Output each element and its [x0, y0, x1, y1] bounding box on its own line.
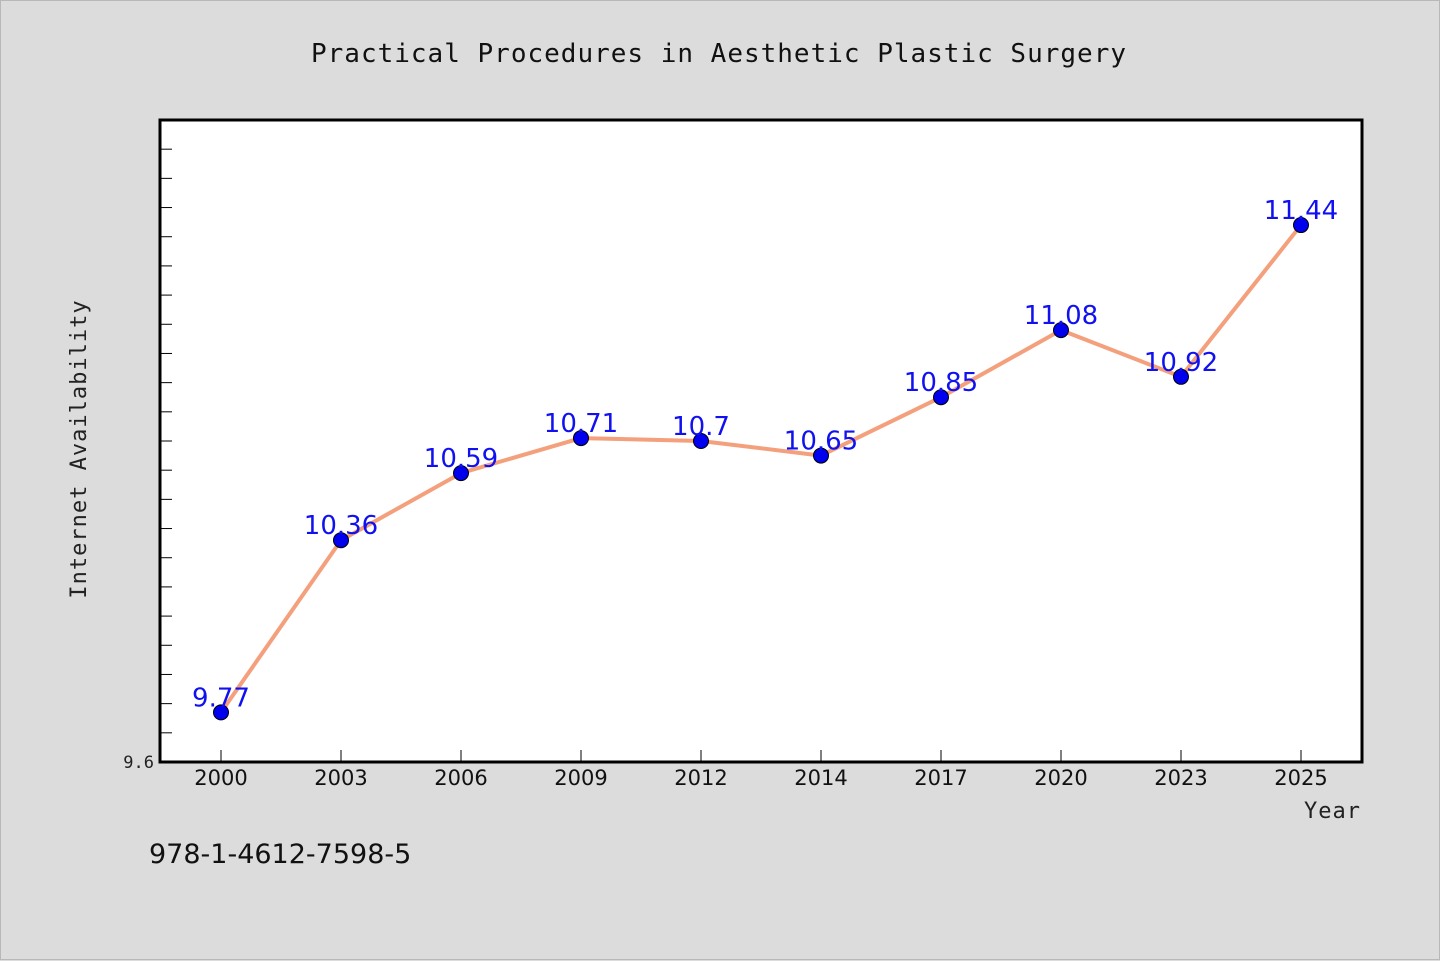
data-label: 10.92: [1144, 348, 1218, 378]
x-tick-label: 2014: [794, 766, 847, 790]
data-point: [453, 465, 469, 482]
x-tick-label: 2000: [194, 766, 247, 790]
data-point: [693, 433, 709, 449]
series-markers: [213, 217, 1309, 721]
x-ticks: [220, 750, 1302, 762]
x-tick-label: 2025: [1274, 766, 1327, 790]
y-axis-title: Internet Availability: [67, 299, 92, 598]
x-tick-label: 2020: [1034, 766, 1087, 790]
isbn-label: 978-1-4612-7598-5: [149, 839, 411, 870]
x-tick-label: 2017: [914, 766, 967, 790]
data-label: 10.71: [544, 409, 618, 439]
x-tick-label: 2023: [1154, 766, 1207, 790]
data-point: [213, 704, 229, 721]
data-point: [1053, 322, 1069, 339]
data-label: 10.65: [784, 427, 858, 457]
x-tick-label: 2006: [434, 766, 487, 790]
x-tick-label: 2012: [674, 766, 727, 790]
series-line: [219, 223, 1303, 714]
data-point: [333, 532, 349, 549]
x-tick-label: 2009: [554, 766, 607, 790]
data-labels: 9.77 10.36 10.59 10.71 10.7 10.65 10.85 11.08 10…: [192, 196, 1338, 713]
y-tick-label: 9.6: [123, 753, 154, 773]
data-point: [573, 430, 589, 447]
chart-title: Practical Procedures in Aesthetic Plasti…: [311, 39, 1127, 69]
data-point: [933, 389, 949, 406]
data-label: 11.08: [1024, 301, 1098, 331]
plot-area: [158, 118, 1364, 764]
x-tick-labels: 2000 2003 2006 2009 2012 2014 2017 2020 2023 2025: [194, 766, 1327, 790]
data-point: [813, 447, 829, 464]
data-label: 10.36: [304, 511, 378, 541]
data-label: 11.44: [1264, 196, 1338, 226]
y-minor-ticks: [160, 148, 172, 734]
data-point: [1173, 368, 1189, 385]
x-tick-label: 2003: [314, 766, 367, 790]
data-label: 10.7: [672, 412, 730, 442]
data-label: 9.77: [192, 683, 250, 713]
data-label: 10.59: [424, 444, 498, 474]
data-label: 10.85: [904, 368, 978, 398]
data-point: [1293, 217, 1309, 234]
x-axis-title: Year: [1304, 799, 1361, 824]
